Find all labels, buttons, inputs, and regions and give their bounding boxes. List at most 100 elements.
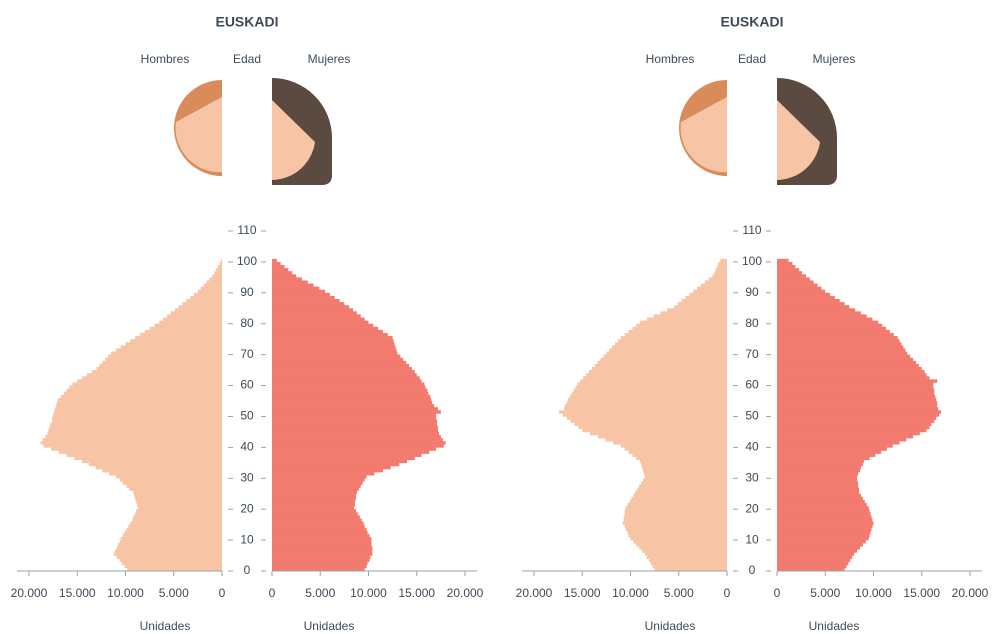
age-tick-label: 20 xyxy=(745,501,759,515)
women-bar xyxy=(272,419,438,423)
women-bar xyxy=(777,379,938,383)
men-bar xyxy=(174,308,222,312)
women-bar xyxy=(777,453,876,457)
women-bar xyxy=(777,280,814,284)
women-bar xyxy=(777,567,845,572)
men-bar xyxy=(77,379,222,383)
pyramid: EUSKADI Hombres Edad Mujeres 0 10 20 30 40 50 60 70… xyxy=(11,14,484,633)
women-bar xyxy=(777,546,860,550)
men-bar xyxy=(685,295,727,300)
age-tick-label: 0 xyxy=(749,563,756,577)
women-bar xyxy=(272,546,373,550)
women-bar xyxy=(777,351,908,355)
men-bar xyxy=(586,373,727,377)
women-bar xyxy=(272,317,365,321)
men-bar xyxy=(640,459,727,464)
age-tick-label: 10 xyxy=(240,532,254,546)
women-bar xyxy=(272,490,357,495)
x-tick-label: 5.000 xyxy=(305,586,335,600)
women-bar xyxy=(272,333,388,337)
women-bar xyxy=(272,323,374,328)
men-bar xyxy=(633,540,727,544)
men-bar xyxy=(643,478,727,482)
men-bar xyxy=(126,527,222,532)
women-bar xyxy=(272,391,429,396)
women-bar xyxy=(777,561,849,566)
men-bar xyxy=(109,472,222,476)
age-axis-title: Edad xyxy=(233,52,261,66)
women-bar xyxy=(272,292,330,297)
women-bar xyxy=(272,465,391,470)
men-bar xyxy=(120,537,222,541)
men-bar xyxy=(218,265,222,269)
legend-men: Hombres xyxy=(646,52,695,66)
women-bar xyxy=(777,444,893,448)
men-bar xyxy=(116,555,222,559)
men-bar xyxy=(637,487,727,491)
women-bar xyxy=(777,413,940,417)
x-tick-label: 0 xyxy=(219,586,226,600)
women-bar xyxy=(272,540,372,544)
men-bar xyxy=(163,317,222,321)
men-bar xyxy=(50,422,223,427)
men-bar xyxy=(126,484,222,488)
women-bar xyxy=(272,549,373,553)
men-bar xyxy=(55,407,223,411)
women-bar xyxy=(777,481,859,485)
women-bar xyxy=(272,512,358,516)
men-bar xyxy=(708,277,727,281)
men-bar xyxy=(200,286,222,291)
women-bar xyxy=(272,326,379,331)
men-bar xyxy=(115,348,222,352)
women-bar xyxy=(272,401,433,405)
women-bar xyxy=(272,469,383,473)
women-bar xyxy=(272,435,441,439)
men-bar xyxy=(42,438,223,442)
women-bar xyxy=(777,465,861,470)
men-bar xyxy=(69,385,222,389)
women-bar xyxy=(777,305,850,309)
age-tick-label: 40 xyxy=(240,440,254,454)
women-bar xyxy=(777,478,858,482)
women-bar xyxy=(272,472,375,476)
men-bar xyxy=(47,431,223,436)
women-bar xyxy=(272,428,438,433)
women-bar xyxy=(777,286,822,291)
men-bar xyxy=(102,360,222,365)
men-bar xyxy=(720,258,727,263)
chart-title: EUSKADI xyxy=(215,14,278,30)
women-bar xyxy=(777,317,873,321)
age-tick-label: 40 xyxy=(745,440,759,454)
men-bar xyxy=(636,543,727,547)
women-bar xyxy=(272,447,437,451)
women-icon-face xyxy=(272,100,315,180)
women-bar xyxy=(777,459,864,464)
women-bar xyxy=(272,558,370,563)
men-bar xyxy=(135,336,222,340)
men-bar xyxy=(122,533,222,538)
women-bar xyxy=(272,422,438,427)
age-tick-label: 50 xyxy=(745,409,759,423)
age-tick-label: 110 xyxy=(742,223,761,237)
women-bar xyxy=(272,280,308,284)
women-bar xyxy=(272,506,355,510)
women-bar xyxy=(777,419,935,423)
men-bar xyxy=(589,370,727,374)
men-bar xyxy=(633,493,727,498)
men-bar xyxy=(667,308,727,312)
men-bar xyxy=(119,478,222,482)
women-bar xyxy=(777,342,902,346)
women-bar xyxy=(777,506,869,510)
women-bar xyxy=(777,509,870,513)
men-bar xyxy=(63,391,222,396)
men-bar xyxy=(597,360,727,365)
women-bar xyxy=(272,564,367,569)
men-bar xyxy=(627,530,727,535)
men-bar xyxy=(632,326,727,331)
men-bar xyxy=(640,320,727,325)
men-bar xyxy=(636,456,727,461)
women-bar xyxy=(777,373,927,377)
women-bar xyxy=(272,404,435,408)
men-bar xyxy=(58,450,222,454)
women-bar xyxy=(777,521,874,525)
